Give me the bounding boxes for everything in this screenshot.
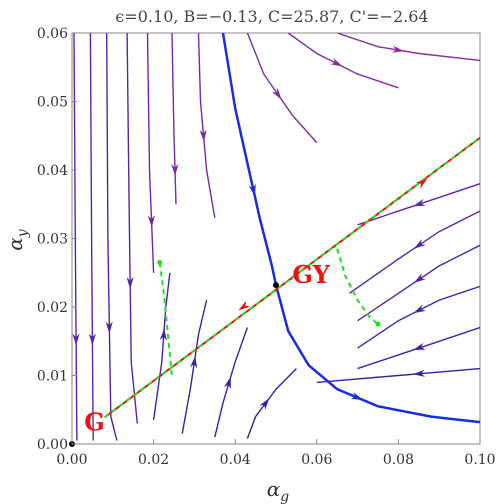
streamline-10 (152, 272, 171, 421)
streamline-arrow-8 (330, 57, 343, 67)
x-tick-labels: 0.00 0.02 0.04 0.06 0.08 0.10 (56, 439, 496, 468)
streamline-arrow-1 (88, 333, 96, 346)
streamline-arrow-18 (413, 342, 426, 350)
green-dashed-0 (104, 136, 480, 419)
streamline-arrow-15 (413, 239, 426, 249)
y-tick-labels: 0.00 0.01 0.02 0.03 0.04 0.05 0.06 (37, 26, 77, 453)
streamline-arrow-16 (413, 273, 426, 283)
x-tick-label-5: 0.10 (464, 452, 495, 468)
streamline-arrow-4 (147, 215, 155, 228)
streamline-arrow-6 (199, 129, 207, 142)
x-tick-label-2: 0.04 (220, 452, 251, 468)
streamline-3 (126, 33, 138, 424)
streamline-arrow-9 (391, 45, 405, 53)
chart-title: ϵ=0.10, B=−0.13, C=25.87, C'=−2.64 (115, 7, 428, 26)
fixed-point-GY (273, 282, 279, 289)
y-tick-label-5: 0.05 (37, 95, 68, 111)
x-tick-label-1: 0.02 (138, 452, 169, 468)
x-tick-label-3: 0.06 (301, 452, 332, 468)
streamline-arrow-7 (271, 87, 282, 100)
streamline-8 (287, 33, 399, 89)
streamline-5 (171, 33, 177, 205)
streamline-arrow-17 (413, 304, 426, 314)
streamline-13 (246, 368, 297, 439)
streamline-15 (348, 210, 480, 294)
critical-line-1 (274, 284, 480, 424)
streamline-arrow-2 (105, 321, 113, 334)
streamline-arrow-19 (412, 369, 426, 377)
green-endpoint-0 (157, 259, 163, 265)
red-arrow-upper (415, 178, 428, 189)
streamline-arrow-11 (190, 355, 198, 369)
green-dashed-2 (336, 248, 379, 325)
streamline-6 (197, 33, 216, 219)
streamline-arrow-13 (259, 398, 270, 410)
x-tick-label-4: 0.08 (383, 452, 414, 468)
green-dashed-1 (158, 262, 173, 377)
streamline-11 (181, 299, 208, 434)
x-tick-label-0: 0.00 (56, 452, 87, 468)
streamline-arrow-5 (171, 163, 179, 176)
streamline-arrow-14 (413, 198, 426, 207)
red-arrow-lower (238, 300, 251, 311)
streamline-2 (106, 33, 118, 441)
streamline-7 (246, 33, 318, 144)
critical-arrow-1 (350, 392, 364, 401)
y-tick-label-0: 0.00 (37, 437, 68, 453)
streamline-arrow-3 (126, 277, 134, 289)
streamline-1 (89, 33, 94, 441)
streamline-12 (214, 327, 249, 438)
x-axis-label: αg (267, 477, 290, 504)
critical-line-0 (221, 33, 278, 286)
streamline-19 (316, 367, 480, 384)
streamline-arrow-10 (159, 328, 167, 341)
y-tick-label-2: 0.02 (37, 300, 68, 316)
y-axis-label: αy (3, 228, 31, 251)
streamline-9 (336, 33, 480, 62)
streamline-arrow-12 (223, 376, 231, 390)
fixed-point-label-G: G (84, 407, 105, 436)
y-tick-label-6: 0.06 (37, 26, 68, 42)
streamline-arrow-0 (72, 333, 80, 346)
plot-area: G GY (69, 32, 481, 447)
critical-arrow-0 (248, 183, 256, 197)
y-tick-label-4: 0.04 (37, 163, 68, 179)
fixed-point-label-GY: GY (292, 260, 330, 289)
y-tick-label-1: 0.01 (37, 369, 68, 385)
y-tick-label-3: 0.03 (37, 232, 68, 248)
green-endpoint-1 (375, 321, 381, 327)
streamline-4 (146, 33, 155, 273)
streamline-0 (73, 33, 78, 441)
streamline-17 (357, 285, 480, 349)
